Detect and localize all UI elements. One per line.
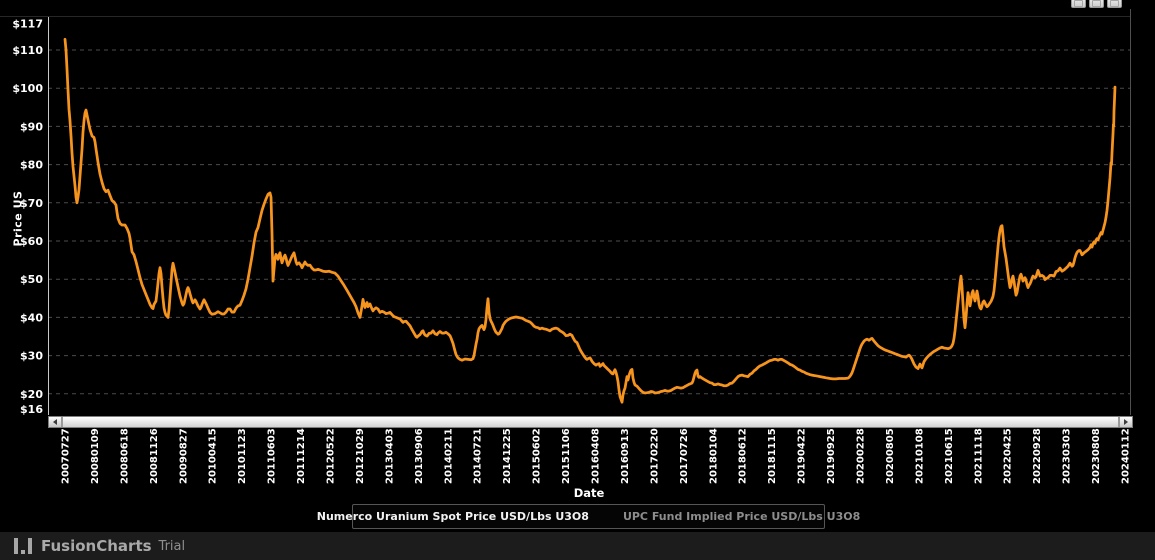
x-tick-label: 20220425 [1003,428,1014,484]
x-tick-label: 20210108 [914,428,925,484]
y-tick-label: $30 [20,350,43,363]
x-tick-label: 20130906 [414,428,425,484]
branding-trial-label: Trial [158,538,186,554]
y-tick-label: $70 [20,197,43,210]
cut-off-icon [1074,0,1083,7]
right-triangle-icon [1124,419,1128,425]
x-tick-label: 20160408 [591,428,602,484]
x-tick-label: 20180104 [708,428,719,484]
x-tick-label: 20101123 [237,428,248,484]
toolbar-button-left[interactable] [1071,0,1086,8]
x-tick-label: 20200228 [856,428,867,484]
y-tick-label: $50 [20,273,43,286]
x-tick-label: 20121029 [355,428,366,484]
y-tick-label: $110 [12,44,43,57]
left-triangle-icon [53,419,57,425]
x-tick-label: 20070727 [61,428,72,484]
y-tick-label: $60 [20,235,43,248]
x-tick-label: 20240112 [1121,428,1132,484]
x-tick-label: 20190422 [797,428,808,484]
x-tick-label: 20190925 [826,428,837,484]
x-tick-label: 20080618 [119,428,130,484]
x-tick-label: 20120522 [326,428,337,484]
x-tick-label: 20151106 [561,428,572,484]
x-tick-label: 20160913 [620,428,631,484]
price-line-series [63,37,1117,404]
legend-item-upc-fund-implied-price[interactable]: UPC Fund Implied Price USD/Lbs U3O8 [622,510,861,523]
y-tick-label: $90 [20,120,43,133]
chart-toolbar [1071,0,1122,8]
toolbar-button-middle[interactable] [1089,0,1104,8]
x-tick-label: 20210615 [944,428,955,484]
x-tick-label: 20111214 [296,428,307,484]
scroll-right-button[interactable] [1119,417,1132,427]
x-tick-label: 20080109 [90,428,101,484]
cut-off-icon [1110,0,1119,7]
x-axis-title: Date [573,486,605,500]
scrollbar-thumb[interactable] [62,417,1119,427]
x-tick-label: 20140211 [443,428,454,484]
x-tick-label: 20200805 [885,428,896,484]
y-tick-label: $16 [20,403,43,416]
x-tick-label: 20170726 [679,428,690,484]
y-axis-title: Price US [11,190,25,247]
x-tick-label: 20141225 [502,428,513,484]
y-tick-label: $20 [20,388,43,401]
branding-bar: FusionCharts Trial [0,532,1155,560]
legend: Numerco Uranium Spot Price USD/Lbs U3O8 … [317,504,860,529]
legend-item-numerco-spot-price[interactable]: Numerco Uranium Spot Price USD/Lbs U3O8 [316,510,589,523]
y-tick-label: $117 [12,17,43,30]
x-tick-label: 20170220 [649,428,660,484]
x-tick-label: 20230808 [1091,428,1102,484]
x-tick-label: 20110603 [267,428,278,484]
x-tick-label: 20081126 [149,428,160,484]
x-tick-label: 20211118 [973,428,984,484]
branding-name[interactable]: FusionCharts [41,537,152,555]
x-tick-label: 20130403 [384,428,395,484]
toolbar-button-right[interactable] [1107,0,1122,8]
uranium-price-line-chart: $117 $110 $100 $90 $80 $70 $60 $50 $40 $30 $20 $16 2… [0,9,1132,484]
cut-off-icon [1092,0,1101,7]
chart-horizontal-scrollbar[interactable] [48,416,1133,428]
x-tick-label: 20100415 [208,428,219,484]
x-tick-label: 20220928 [1032,428,1043,484]
y-tick-label: $40 [20,311,43,324]
x-tick-label: 20180612 [738,428,749,484]
fusioncharts-logo-icon [14,538,32,554]
scroll-left-button[interactable] [49,417,62,427]
x-tick-label: 20181115 [767,428,778,484]
x-tick-label: 20140721 [473,428,484,484]
x-tick-label: 20090827 [178,428,189,484]
y-tick-label: $100 [12,82,43,95]
y-tick-label: $80 [20,159,43,172]
x-tick-label: 20150602 [532,428,543,484]
x-tick-label: 20230303 [1062,428,1073,484]
